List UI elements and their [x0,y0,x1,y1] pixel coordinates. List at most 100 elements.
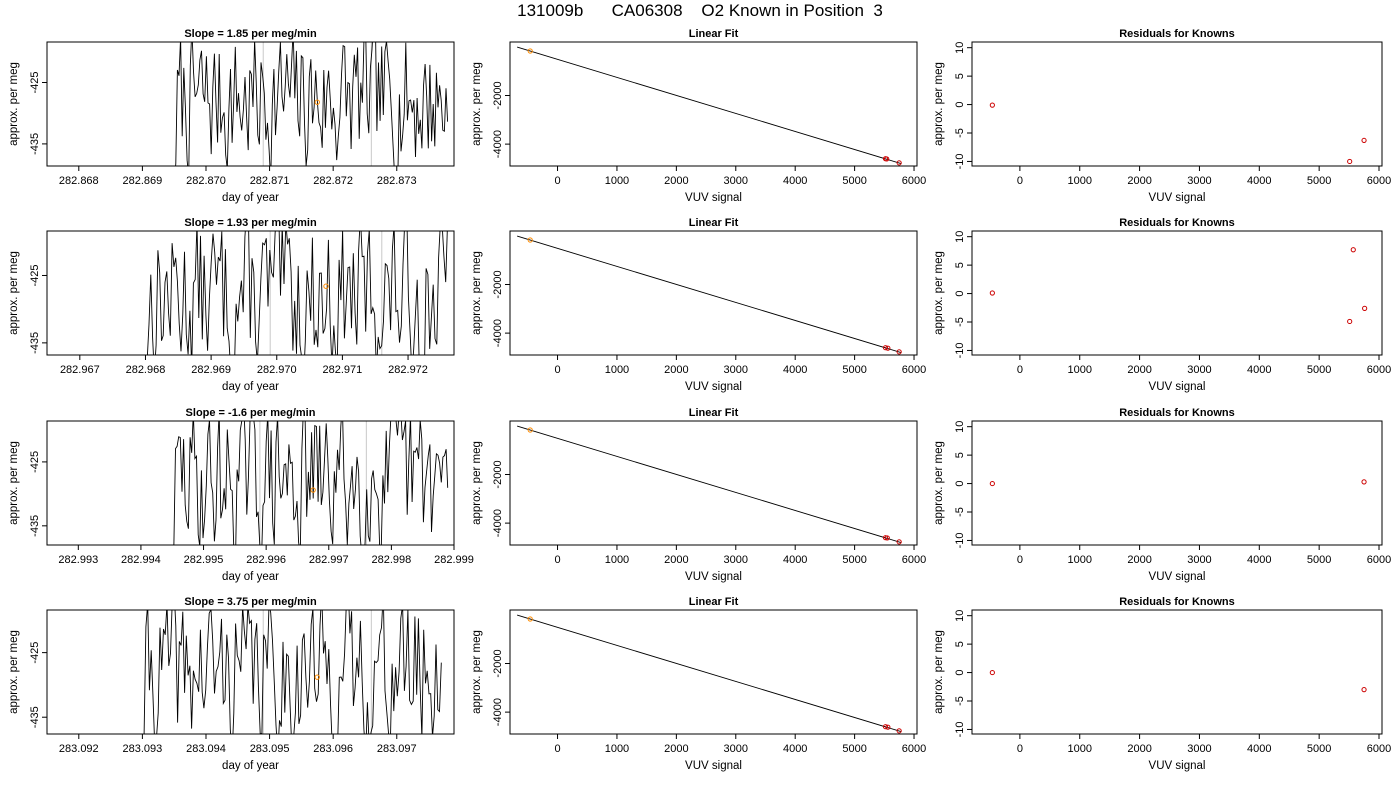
data-point [527,616,533,622]
x-tick-label: 2000 [664,175,688,187]
y-tick-label: -4000 [492,319,504,347]
plot-frame [971,230,1383,356]
plot-frame [971,41,1383,167]
x-tick-label: 282.972 [388,364,428,376]
x-tick-label: 3000 [1187,364,1211,376]
x-axis-label: VUV signal [1149,192,1206,204]
panel-title: Slope = 1.85 per meg/min [184,28,317,40]
y-tick-label: 10 [954,610,966,622]
x-tick-label: 282.971 [323,364,363,376]
x-tick-label: 282.967 [60,364,100,376]
plot-area [516,46,902,166]
x-tick-label: 283.094 [186,743,226,755]
y-tick-label: -4000 [492,698,504,726]
x-tick-label: 282.997 [309,554,349,566]
y-axis-label: approx. per meg [933,62,945,146]
y-tick-label: -5 [954,696,966,706]
x-tick-label: 1000 [1067,364,1091,376]
x-tick-label: 1000 [605,554,629,566]
panel-12: Residuals for Knowns 0 1000 2000 3000 4000 500… [933,596,1391,772]
x-tick-label: 1000 [605,364,629,376]
x-tick-label: 282.998 [372,554,412,566]
panel-8: Linear Fit 0 1000 2000 3000 4000 5000 6000 -4000… [471,407,926,583]
y-tick-label: -425 [29,71,41,93]
x-tick-label: 282.999 [434,554,474,566]
x-tick-label: 282.872 [313,175,353,187]
data-point [1347,318,1353,325]
data-point [989,102,995,108]
y-tick-label: 0 [954,481,966,487]
x-tick-label: 5000 [842,554,866,566]
x-tick-label: 6000 [902,554,926,566]
x-tick-label: 0 [1017,175,1023,187]
y-tick-label: -5 [954,507,966,517]
x-tick-label: 3000 [724,364,748,376]
x-tick-label: 282.969 [191,364,231,376]
x-axis-label: VUV signal [685,760,742,772]
x-tick-label: 6000 [902,743,926,755]
x-tick-label: 0 [554,364,560,376]
x-tick-label: 5000 [842,743,866,755]
figure-title: 131009b CA06308 O2 Known in Position 3 [517,1,883,20]
x-axis-label: VUV signal [685,571,742,583]
plot-area [516,235,902,355]
y-tick-label: -2000 [492,81,504,109]
x-tick-label: 2000 [1127,554,1151,566]
data-point [527,48,533,54]
panel-9: Residuals for Knowns 0 1000 2000 3000 4000 500… [933,407,1391,583]
x-tick-label: 4000 [1247,175,1271,187]
y-tick-label: -10 [954,532,966,548]
x-tick-label: 6000 [902,364,926,376]
data-point [527,237,533,243]
y-axis-label: approx. per meg [471,441,483,525]
mean-point [323,283,329,289]
plot-area [143,610,442,734]
y-axis-label: approx. per meg [471,62,483,146]
data-point [896,160,902,166]
x-tick-label: 3000 [724,743,748,755]
data-point [884,156,890,162]
x-tick-label: 0 [554,554,560,566]
plot-area [989,669,1367,693]
x-tick-label: 5000 [1307,554,1331,566]
x-tick-label: 282.870 [186,175,226,187]
y-tick-label: -435 [29,515,41,537]
y-tick-label: 0 [954,291,966,297]
x-tick-label: 283.095 [250,743,290,755]
y-tick-label: -2000 [492,270,504,298]
x-tick-label: 282.996 [246,554,286,566]
data-point [882,724,889,730]
mean-point [314,99,320,105]
x-tick-label: 282.871 [250,175,290,187]
x-tick-label: 1000 [1067,743,1091,755]
x-tick-label: 6000 [1367,743,1391,755]
signal-series [143,610,442,734]
x-tick-label: 4000 [783,364,807,376]
signal-series [146,231,448,355]
y-tick-label: -10 [954,342,966,358]
x-tick-label: 1000 [605,743,629,755]
x-tick-label: 2000 [1127,364,1151,376]
x-tick-label: 283.092 [59,743,99,755]
data-point [885,724,891,730]
y-tick-label: -425 [29,264,41,286]
y-tick-label: 5 [954,262,966,268]
y-tick-label: -2000 [492,460,504,488]
y-tick-label: -2000 [492,649,504,677]
x-tick-label: 2000 [1127,743,1151,755]
x-tick-label: 282.968 [126,364,166,376]
plot-frame [509,609,918,735]
y-axis-label: approx. per meg [933,251,945,335]
panel-1: Slope = 1.85 per meg/min 282.868 282.869 28… [8,28,455,204]
signal-series [175,42,449,166]
plot-frame [46,609,455,735]
x-tick-label: 3000 [1187,175,1211,187]
data-point [896,349,902,355]
x-tick-label: 6000 [1367,364,1391,376]
x-tick-label: 0 [1017,743,1023,755]
panel-title: Residuals for Knowns [1119,596,1235,608]
x-tick-label: 1000 [1067,554,1091,566]
y-tick-label: 10 [954,42,966,54]
plot-frame [509,420,918,546]
panel-6: Residuals for Knowns 0 1000 2000 3000 4000 500… [933,217,1391,393]
